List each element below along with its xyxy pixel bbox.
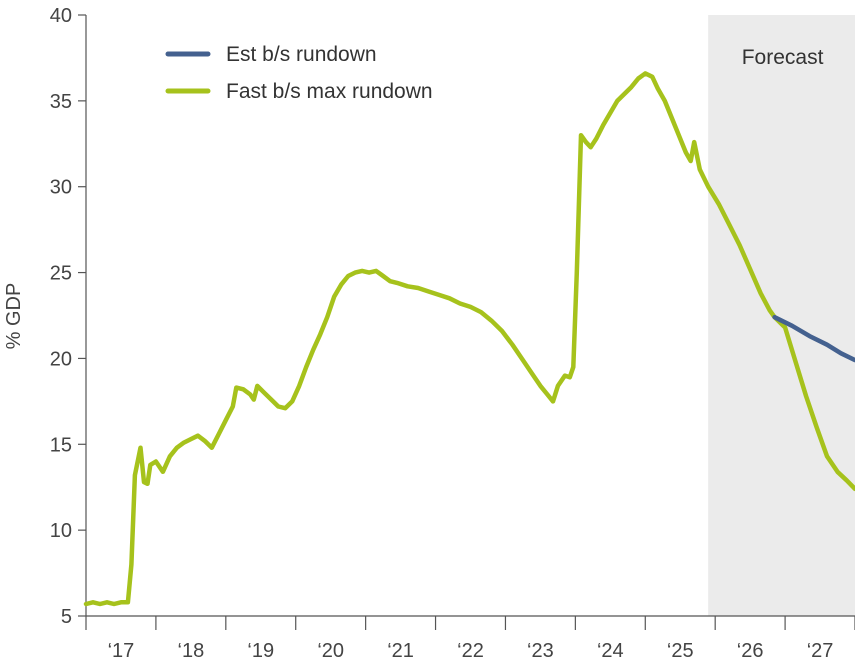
x-tick-label: ‘17 [108, 640, 135, 662]
x-tick-label: ‘26 [737, 640, 764, 662]
x-tick-label: ‘22 [457, 640, 484, 662]
forecast-shade [708, 15, 855, 616]
series-line-est-b-s-rundown [772, 314, 855, 363]
series-line-fast-b-s-max-rundown [83, 71, 855, 607]
x-tick-label: ‘27 [807, 640, 834, 662]
legend-label: Est b/s rundown [226, 43, 377, 66]
x-tick-label: ‘24 [597, 640, 624, 662]
forecast-label: Forecast [742, 46, 824, 69]
x-tick-label: ‘23 [527, 640, 554, 662]
x-tick-label: ‘21 [387, 640, 414, 662]
legend: Est b/s rundown Fast b/s max rundown [165, 43, 433, 103]
y-tick-label: 35 [50, 91, 72, 113]
y-tick-label: 40 [50, 5, 72, 27]
legend-label: Fast b/s max rundown [226, 80, 433, 103]
x-tick-label: ‘18 [178, 640, 205, 662]
y-tick-label: 10 [50, 520, 72, 542]
y-tick-label: 20 [50, 348, 72, 370]
x-tick-label: ‘25 [667, 640, 694, 662]
y-tick-label: 25 [50, 263, 72, 285]
y-tick-label: 30 [50, 177, 72, 199]
y-axis-label: % GDP [3, 283, 25, 350]
axes [85, 15, 855, 617]
series-layer [83, 71, 855, 607]
y-axis-ticks: 5 10 15 20 25 30 35 40 [50, 5, 86, 628]
y-tick-label: 15 [50, 434, 72, 456]
y-tick-label: 5 [61, 606, 72, 628]
x-tick-label: ‘20 [317, 640, 344, 662]
x-tick-label: ‘19 [247, 640, 274, 662]
x-axis-ticks: ‘17 ‘18 ‘19 ‘20 ‘21 ‘22 ‘23 ‘24 ‘25 ‘26 ‘27 [85, 616, 855, 662]
